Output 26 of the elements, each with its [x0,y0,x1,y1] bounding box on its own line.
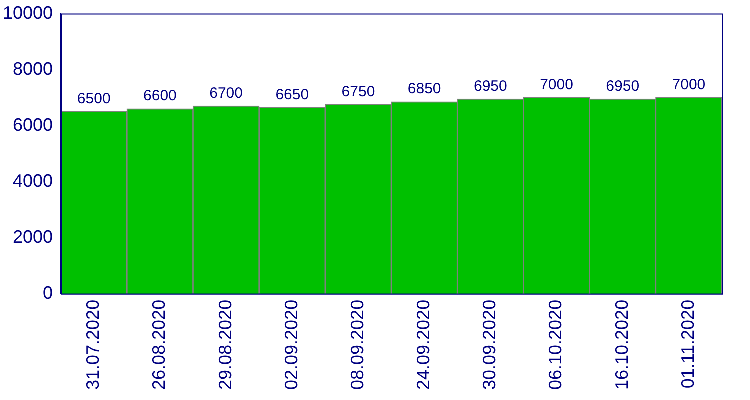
x-tick-label: 02.09.2020 [281,300,302,390]
x-tick-label: 16.10.2020 [612,300,632,390]
y-tick-label: 10000 [2,2,54,23]
y-tick-label: 6000 [13,114,54,135]
x-tick-label: 26.08.2020 [149,300,170,390]
data-label: 6850 [408,80,442,98]
data-label: 6750 [342,83,376,100]
y-tick-label: 2000 [13,226,54,247]
x-tick-label: 24.09.2020 [414,300,434,390]
data-label: 7000 [672,76,706,94]
x-tick-label: 30.09.2020 [480,300,500,390]
x-tick-label: 06.10.2020 [546,300,566,390]
data-label: 6600 [144,88,177,105]
y-tick-label: 0 [43,282,54,303]
y-tick-label: 4000 [13,170,54,191]
data-label: 6950 [474,78,508,95]
data-label: 6500 [77,90,111,108]
x-tick-label: 31.07.2020 [83,300,104,390]
data-label: 6950 [606,78,640,95]
x-tick-label: 01.11.2020 [678,300,698,389]
x-tick-label: 29.08.2020 [215,300,236,390]
data-label: 6650 [276,86,310,104]
y-tick-label: 8000 [13,58,54,79]
x-tick-label: 08.09.2020 [347,300,368,390]
data-label: 7000 [540,76,574,94]
data-label: 6700 [210,84,243,102]
